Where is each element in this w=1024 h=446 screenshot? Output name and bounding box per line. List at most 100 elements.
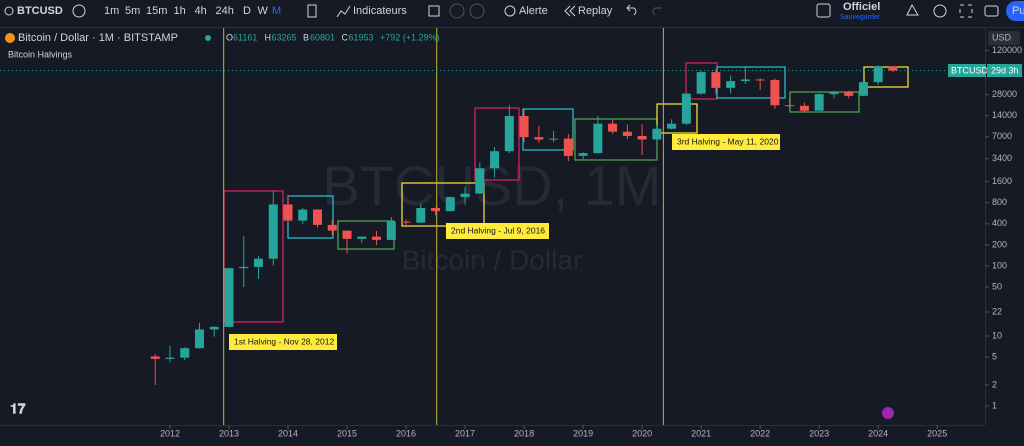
intervals: 1m 5m 15m 1h 4h 24h D W M: [104, 5, 281, 17]
candle-body: [165, 357, 175, 359]
undo[interactable]: [626, 4, 637, 16]
candle: [239, 236, 249, 288]
add-symbol[interactable]: [72, 4, 86, 18]
ohlc-key: B: [303, 32, 309, 42]
interval[interactable]: 24h: [216, 5, 234, 17]
tv-logo[interactable]: 𝟏𝟕: [10, 401, 26, 417]
indicators-icon[interactable]: [336, 5, 351, 18]
ohlc-key: O: [226, 32, 233, 42]
ohlc-value: 63265: [272, 32, 297, 42]
template-1[interactable]: [449, 3, 465, 19]
ohlc-key: H: [265, 32, 272, 42]
chart-properties[interactable]: [906, 3, 919, 16]
publish-label[interactable]: Pu: [1012, 5, 1024, 17]
replay[interactable]: Replay: [578, 5, 613, 17]
symbol-logo: [5, 33, 15, 43]
snapshot[interactable]: [984, 5, 999, 17]
layouts-icon[interactable]: [428, 5, 440, 17]
candle-body: [873, 66, 883, 83]
candle-body: [342, 230, 352, 239]
alert[interactable]: Alerte: [519, 5, 548, 17]
candle: [519, 109, 529, 143]
candle-body: [475, 168, 485, 194]
candle: [696, 70, 706, 95]
y-tick-label: 1: [992, 400, 997, 410]
interval[interactable]: 1h: [174, 5, 186, 17]
candle: [401, 219, 411, 228]
halving-label: 2nd Halving - Jul 9, 2016: [446, 223, 549, 239]
currency[interactable]: USD: [992, 32, 1012, 42]
fullscreen[interactable]: [959, 4, 973, 18]
y-tick-label: 1600: [992, 176, 1012, 186]
candle: [357, 236, 367, 244]
ohlc-value: 61953: [349, 32, 374, 42]
interval[interactable]: 5m: [125, 5, 140, 17]
save-checkbox[interactable]: [816, 3, 831, 18]
currency-button[interactable]: [988, 31, 1020, 45]
candle-body: [888, 66, 898, 71]
publish-button[interactable]: [1006, 1, 1024, 21]
candle: [534, 126, 544, 143]
interval[interactable]: M: [272, 5, 281, 17]
label-bg: [446, 223, 549, 239]
ohlc-value: 61161: [233, 32, 257, 42]
candle: [829, 90, 839, 99]
candle: [209, 326, 219, 337]
candle-body: [519, 116, 529, 138]
redo[interactable]: [652, 7, 662, 16]
x-tick-label: 2017: [455, 428, 475, 438]
interval[interactable]: 4h: [195, 5, 207, 17]
candle: [726, 75, 736, 94]
candle: [681, 93, 691, 125]
replay-icon[interactable]: [564, 5, 576, 17]
candle-body: [401, 221, 411, 223]
candle-body: [593, 123, 603, 154]
halving-label: 1st Halving - Nov 28, 2012: [229, 334, 337, 350]
candle: [416, 203, 426, 223]
candle: [445, 196, 455, 212]
save[interactable]: Sauvegarder: [840, 14, 881, 21]
x-tick-label: 2014: [278, 428, 298, 438]
candle-body: [844, 92, 854, 96]
candle-body: [239, 266, 249, 269]
box: [863, 66, 909, 88]
chart-type-icon[interactable]: [307, 4, 317, 18]
candle: [593, 116, 603, 154]
candle: [283, 195, 293, 223]
candle: [844, 90, 854, 99]
news-icon[interactable]: [882, 407, 894, 419]
template-2[interactable]: [469, 3, 485, 19]
candle-body: [445, 197, 455, 212]
candle: [563, 133, 573, 162]
interval[interactable]: 1m: [104, 5, 119, 17]
candle: [386, 216, 396, 241]
candle: [253, 255, 263, 280]
y-tick-label: 100: [992, 260, 1007, 270]
candle: [799, 102, 809, 113]
candle: [372, 230, 382, 245]
search-icon[interactable]: [4, 6, 14, 16]
candle: [888, 65, 898, 73]
ohlc-key: C: [342, 32, 349, 42]
candle: [431, 207, 441, 216]
interval[interactable]: D: [243, 5, 251, 17]
indicators[interactable]: Indicateurs: [353, 5, 407, 17]
candle-body: [711, 72, 721, 88]
ohlc: O 61161 H 63265 B 60801 C 61953 +792 (+1.29%): [226, 32, 440, 42]
candle-body: [313, 209, 323, 225]
candle-body: [224, 268, 234, 327]
y-tick-label: 200: [992, 239, 1007, 249]
price-badge-symbol: BTCUSD: [951, 65, 989, 75]
layout-name[interactable]: Officiel: [843, 1, 880, 13]
y-tick-label: 28000: [992, 89, 1017, 99]
settings[interactable]: [933, 4, 947, 18]
y-tick-label: 14000: [992, 110, 1017, 120]
x-tick-label: 2015: [337, 428, 357, 438]
interval[interactable]: W: [258, 5, 269, 17]
symbol[interactable]: BTCUSD: [17, 5, 63, 17]
interval[interactable]: 15m: [146, 5, 167, 17]
candle-body: [652, 128, 662, 140]
y-tick-label: 3400: [992, 153, 1012, 163]
alert-icon[interactable]: [504, 5, 516, 17]
